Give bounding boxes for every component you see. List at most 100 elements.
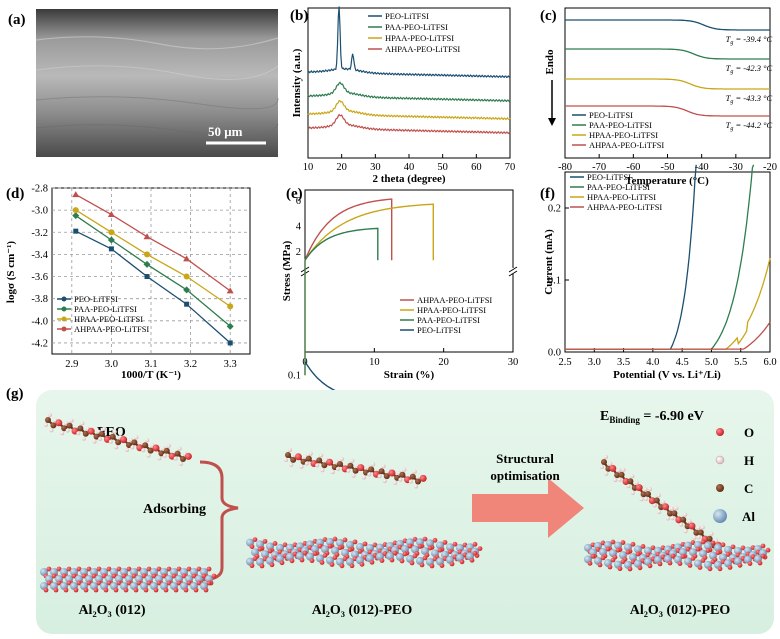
- hydrogen-atom: [371, 462, 376, 467]
- hydrogen-atom: [299, 464, 304, 469]
- oxygen-atom: [120, 436, 128, 444]
- panel-label-e: (e): [286, 186, 303, 202]
- oxygen-atom: [352, 539, 358, 545]
- hydrogen-atom: [398, 477, 403, 482]
- oxygen-atom: [648, 497, 656, 505]
- oxygen-atom: [688, 522, 696, 530]
- atom-label-h: H: [744, 453, 754, 468]
- oxygen-atom: [93, 587, 99, 593]
- hydrogen-atom: [134, 435, 139, 440]
- hydrogen-atom: [382, 479, 387, 484]
- oxygen-atom: [705, 548, 711, 553]
- oxygen-atom: [131, 573, 137, 579]
- oxygen-atom: [760, 553, 766, 559]
- oxygen-atom: [695, 546, 701, 552]
- oxygen-atom: [647, 563, 653, 569]
- oxygen-atom: [630, 541, 636, 547]
- atom-label-al: Al: [742, 509, 755, 524]
- oxygen-atom: [151, 573, 157, 579]
- hydrogen-atom: [696, 525, 701, 530]
- panel-a: (a) 50 μm: [8, 9, 279, 157]
- hydrogen-atom: [626, 484, 631, 489]
- d-ytick-label: -2.8: [31, 184, 48, 195]
- oxygen-atom: [635, 484, 643, 492]
- d-xlabel: 1000/T (K⁻¹): [121, 369, 181, 381]
- d-point: [143, 260, 151, 268]
- oxygen-atom: [113, 587, 119, 593]
- oxygen-atom: [680, 554, 686, 560]
- carbon-atom: [368, 466, 375, 473]
- panel-f: (f) Current (mA) Potential (V vs. Li⁺/Li…: [540, 164, 777, 381]
- e-curve: [304, 198, 393, 261]
- oxygen-atom: [635, 551, 641, 557]
- oxygen-atom: [46, 566, 52, 572]
- hydrogen-atom: [289, 462, 294, 467]
- f-xtick-label: 3.0: [588, 357, 601, 368]
- carbon-atom: [697, 529, 704, 536]
- oxygen-atom: [183, 587, 189, 593]
- f-curve: [565, 321, 771, 350]
- label-al2o3-substrate: Al₂O₃ (012): [78, 603, 145, 618]
- hydrogen-atom: [657, 510, 662, 515]
- oxygen-atom: [382, 551, 388, 556]
- oxygen-atom: [429, 563, 435, 569]
- oxygen-atom: [725, 552, 731, 557]
- hydrogen-atom: [65, 428, 70, 433]
- oxygen-atom: [369, 559, 375, 565]
- hydrogen-atom: [412, 469, 417, 474]
- e-axis-break: [508, 266, 518, 277]
- hydrogen-atom: [112, 429, 117, 434]
- d-point: [183, 273, 190, 280]
- peo-molecule-free: [44, 413, 192, 466]
- c-legend-entry: AHPAA-PEO-LiTFSI: [589, 140, 664, 150]
- oxygen-atom: [146, 580, 152, 586]
- carbon-atom: [45, 417, 51, 423]
- c-ylabel: Endo: [544, 49, 556, 75]
- f-xlabel: Potential (V vs. Li⁺/Li): [613, 369, 721, 381]
- oxygen-atom: [203, 587, 209, 593]
- scale-bar-label: 50 μm: [208, 124, 243, 139]
- b-legend-entry: HPAA-PEO-LiTFSI: [385, 33, 454, 43]
- carbon-atom: [93, 433, 100, 440]
- oxygen-atom: [760, 543, 766, 549]
- hydrogen-atom: [48, 413, 52, 417]
- oxygen-atom: [357, 464, 365, 472]
- carbon-atom: [77, 425, 84, 432]
- carbon-atom: [66, 422, 73, 429]
- carbon-atom: [347, 462, 354, 469]
- hydrogen-atom: [346, 468, 351, 473]
- panel-label-a: (a): [8, 12, 26, 28]
- hydrogen-atom: [145, 438, 150, 443]
- oxygen-atom: [56, 566, 62, 572]
- oxygen-atom: [322, 553, 328, 558]
- oxygen-atom: [747, 561, 753, 566]
- oxygen-atom: [710, 540, 716, 546]
- al2o3-slab-initial: [246, 536, 483, 569]
- oxygen-atom: [625, 549, 631, 555]
- d-xtick-label: 3.1: [144, 359, 157, 370]
- oxygen-atom: [590, 553, 596, 559]
- sem-image: [36, 9, 278, 157]
- oxygen-atom: [757, 560, 763, 566]
- d-point: [73, 228, 79, 234]
- oxygen-atom: [111, 573, 117, 579]
- oxygen-atom: [43, 587, 49, 593]
- oxygen-atom: [447, 549, 453, 555]
- hydrogen-atom: [81, 436, 86, 441]
- carbon-atom: [399, 471, 406, 478]
- oxygen-atom: [720, 542, 726, 548]
- d-point: [227, 303, 234, 310]
- oxygen-atom: [715, 550, 721, 556]
- oxygen-atom: [332, 536, 338, 542]
- f-legend-entry: PEO-LiTFSI: [587, 172, 631, 182]
- oxygen-atom: [186, 580, 192, 586]
- carbon-atom: [415, 478, 421, 485]
- e-xtick-label: 30: [508, 357, 519, 368]
- d-legend-marker: [61, 306, 67, 312]
- panel-label-b: (b): [290, 8, 308, 24]
- carbon-atom: [693, 529, 700, 536]
- oxygen-atom: [727, 564, 733, 570]
- hydrogen-atom: [696, 535, 701, 540]
- e-ylabel: Stress (MPa): [281, 240, 293, 301]
- hydrogen-atom: [351, 473, 356, 478]
